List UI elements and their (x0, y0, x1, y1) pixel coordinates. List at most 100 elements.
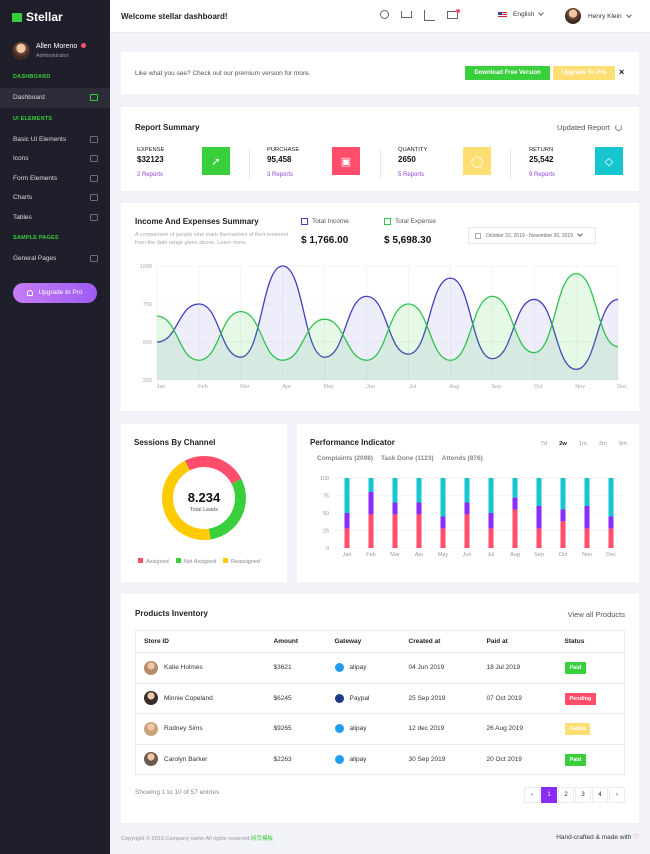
user-dropdown[interactable]: Henry Klein (565, 8, 632, 24)
legend-label: Assigned (146, 559, 169, 565)
cell-amount: $3621 (265, 652, 327, 684)
nav-heading-pages: SAMPLE PAGES (13, 235, 59, 241)
customer-name: Carolyn Barker (164, 755, 208, 763)
table-row[interactable]: Rodney Sims $9265 alipay 12 dec 2019 26 Aug … (135, 713, 625, 745)
bar-task-done (584, 506, 590, 529)
updated-report-button[interactable]: Updated Report (557, 123, 622, 132)
search-icon[interactable] (380, 10, 389, 19)
x-tick-label: Mar (390, 552, 400, 558)
stat-link[interactable]: 2 Reports (137, 172, 164, 178)
heart-icon: ♡ (633, 834, 639, 841)
tab-task-done[interactable]: Task Done (1123) (381, 455, 434, 462)
col-paid[interactable]: Paid at (478, 630, 557, 653)
products-inventory-card: Products Inventory View all Products Sto… (121, 594, 639, 823)
x-tick-label: Aug (510, 552, 520, 558)
page-2-button[interactable]: 2 (558, 787, 574, 803)
bar-attends (440, 478, 446, 517)
stat-label: EXPENSE (137, 147, 165, 153)
cell-paid: 20 Oct 2019 (478, 744, 557, 775)
profile-block[interactable]: Allen Moreno Administrator (0, 34, 110, 66)
bar-attends (464, 478, 470, 503)
range-2w[interactable]: 2w (559, 441, 567, 447)
donut-center-label: Total Leads (189, 507, 219, 513)
sidebar-item-basic-ui[interactable]: Basic UI Elements (0, 130, 110, 150)
cell-status: Paid (556, 652, 625, 684)
table-row[interactable]: Carolyn Barker $2263 alipay 30 Sep 2019 20 O… (135, 744, 625, 775)
language-dropdown[interactable]: English (498, 10, 545, 18)
bar-task-done (440, 516, 446, 529)
range-3m[interactable]: 3m (598, 441, 607, 447)
close-icon[interactable]: × (619, 67, 625, 77)
globe-icon (90, 155, 98, 163)
cart-icon[interactable] (401, 11, 412, 18)
sidebar-item-forms[interactable]: Form Elements (0, 169, 110, 189)
table-row[interactable]: Minnie Copeland $6245 Paypal 25 Sep 2019 07 … (135, 683, 625, 714)
bar-attends (536, 478, 542, 506)
performance-bar-chart: 100 75 50 25 0 Jan Feb Mar Apr May Jun Jul Aug Sep Oct… (320, 476, 623, 558)
alipay-icon (334, 724, 344, 734)
col-store-id[interactable]: Store ID (135, 630, 266, 653)
footer-link[interactable]: 网页模板 (251, 836, 274, 842)
cell-paid: 18 Jul 2019 (478, 652, 557, 684)
page-1-button[interactable]: 1 (541, 787, 557, 803)
profile-avatar (12, 42, 30, 60)
sidebar-item-tables[interactable]: Tables (0, 208, 110, 228)
col-status[interactable]: Status (556, 630, 625, 653)
avatar (565, 8, 581, 24)
date-range-picker[interactable]: October 22, 2019 - November 20, 2019 (468, 227, 596, 244)
page-3-button[interactable]: 3 (575, 787, 591, 803)
us-flag-icon (498, 11, 507, 18)
sidebar-item-icons[interactable]: Icons (0, 149, 110, 169)
brand-logo[interactable]: Stellar (0, 0, 110, 34)
customer-name: Katie Holmes (164, 664, 203, 672)
range-1m[interactable]: 1m (578, 441, 587, 447)
tab-complaints[interactable]: Complaints (2098) (317, 455, 373, 462)
page-4-button[interactable]: 4 (592, 787, 608, 803)
stat-value: $32123 (137, 155, 164, 164)
y-tick-label: 750 (143, 302, 152, 308)
col-amount[interactable]: Amount (265, 630, 327, 653)
download-free-button[interactable]: Download Free Version (465, 66, 550, 80)
cell-amount: $6245 (265, 683, 327, 714)
bar-task-done (488, 513, 494, 529)
pie-slice-not-assigned (208, 478, 246, 540)
avatar (144, 691, 158, 706)
refresh-icon (615, 124, 622, 131)
rocket-icon: ➚ (202, 147, 230, 175)
prev-page-button[interactable]: ‹ (524, 787, 540, 803)
upgrade-to-pro-button[interactable]: Upgrade to Pro (13, 282, 97, 303)
stat-link[interactable]: 9 Reports (529, 172, 556, 178)
stat-label: RETURN (529, 147, 554, 153)
briefcase-icon: ▣ (332, 147, 360, 175)
table-row[interactable]: Katie Holmes $3621 alipay 04 Jun 2019 18 Jul… (135, 652, 625, 684)
chart-icon[interactable] (424, 10, 435, 21)
x-tick-label: Sep (534, 552, 544, 558)
tab-attends[interactable]: Attends (876) (441, 455, 483, 462)
report-summary-title: Report Summary (135, 123, 200, 132)
next-page-button[interactable]: › (609, 787, 625, 803)
stat-link[interactable]: 3 Reports (267, 172, 294, 178)
avatar (144, 721, 158, 736)
col-created[interactable]: Created at (400, 630, 479, 653)
bar-attends (344, 478, 350, 513)
y-tick-label: 0 (326, 546, 329, 552)
alipay-icon (334, 754, 344, 764)
stat-link[interactable]: 5 Reports (398, 172, 425, 178)
customer-name: Rodney Sims (164, 725, 203, 733)
sidebar-item-dashboard[interactable]: Dashboard (0, 88, 110, 108)
page-title: Welcome stellar dashboard! (121, 11, 228, 21)
range-6m[interactable]: 6m (618, 441, 627, 447)
income-title: Income And Expenses Summary (135, 217, 259, 226)
sidebar-item-charts[interactable]: Charts (0, 188, 110, 208)
view-all-products-link[interactable]: View all Products (567, 610, 625, 619)
upgrade-pro-button[interactable]: Upgrade To Pro (553, 66, 615, 80)
y-tick-label: 25 (323, 529, 329, 535)
x-tick-label: Aug (449, 384, 459, 390)
mail-icon[interactable] (447, 9, 460, 19)
col-gateway[interactable]: Gateway (326, 630, 401, 653)
language-label: English (513, 11, 535, 18)
income-expenses-chart: 1000 750 500 250 Jan Feb Mar Apr May Jun Jul Aug Sep… (140, 264, 627, 390)
sidebar-item-general-pages[interactable]: General Pages (0, 249, 110, 269)
range-7d[interactable]: 7d (540, 441, 548, 447)
cell-store: Katie Holmes (135, 652, 266, 684)
